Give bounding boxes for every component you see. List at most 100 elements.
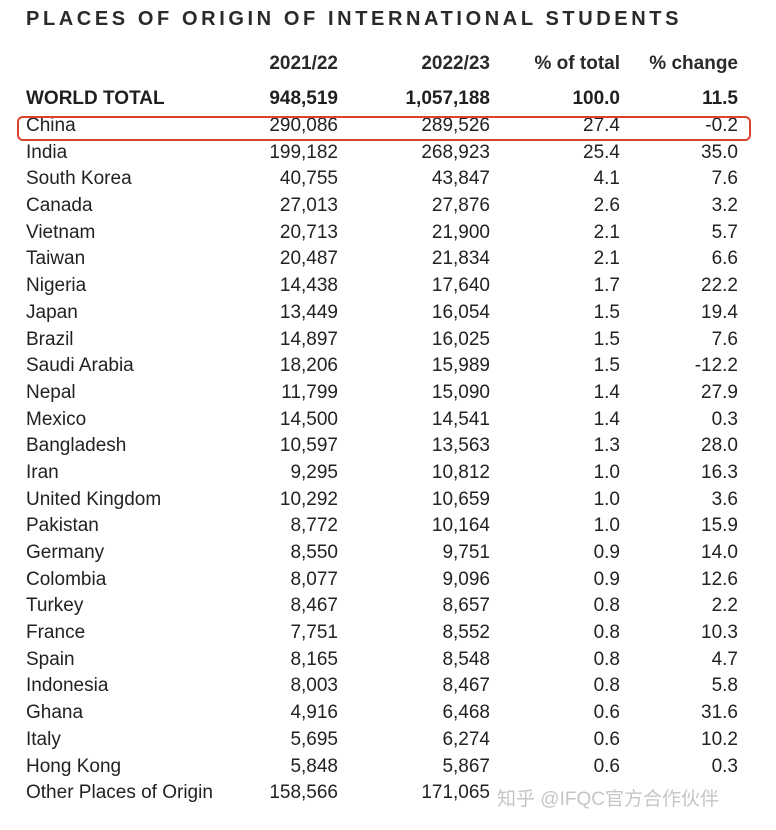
- pct-of-total: 0.8: [593, 595, 620, 617]
- value-2022-23: 8,657: [442, 595, 490, 617]
- origin-table: 2021/22 2022/23 % of total % change WORL…: [0, 50, 776, 807]
- value-2022-23: 21,834: [431, 248, 490, 270]
- country-name: Indonesia: [26, 675, 109, 697]
- value-2021-22: 8,077: [290, 568, 338, 590]
- pct-change: 2.2: [711, 595, 738, 617]
- value-2021-22: 18,206: [279, 355, 338, 377]
- header-blank: [0, 50, 234, 78]
- header-pct-total: % of total: [534, 53, 621, 74]
- pct-of-total: 0.6: [593, 755, 620, 777]
- pct-of-total: 2.1: [593, 221, 620, 243]
- table-row: Colombia 8,077 9,096 0.9 12.6: [0, 566, 776, 593]
- table-row: Nigeria 14,438 17,640 1.7 22.2: [0, 273, 776, 300]
- table-row: Japan 13,449 16,054 1.5 19.4: [0, 300, 776, 327]
- pct-change: -0.2: [705, 115, 738, 137]
- pct-change: 12.6: [701, 568, 738, 590]
- table-row: South Korea 40,755 43,847 4.1 7.6: [0, 166, 776, 193]
- total-2021-22: 948,519: [269, 88, 338, 110]
- pct-of-total: 0.6: [593, 728, 620, 750]
- pct-of-total: 1.0: [593, 488, 620, 510]
- pct-of-total: 1.7: [593, 275, 620, 297]
- pct-of-total: 0.9: [593, 542, 620, 564]
- chart-title: PLACES OF ORIGIN OF INTERNATIONAL STUDEN…: [26, 8, 683, 30]
- country-name: Italy: [26, 728, 61, 750]
- value-2022-23: 10,164: [431, 515, 490, 537]
- country-name: Mexico: [26, 408, 87, 430]
- value-2021-22: 14,897: [279, 328, 338, 350]
- value-2022-23: 171,065: [421, 782, 490, 804]
- value-2021-22: 14,438: [279, 275, 338, 297]
- value-2022-23: 16,054: [431, 301, 490, 323]
- value-2022-23: 5,867: [442, 755, 490, 777]
- value-2021-22: 7,751: [290, 622, 338, 644]
- pct-change: 7.6: [711, 328, 738, 350]
- value-2021-22: 199,182: [269, 141, 338, 163]
- value-2021-22: 10,292: [279, 488, 338, 510]
- pct-of-total: 0.8: [593, 648, 620, 670]
- table-row: India 199,182 268,923 25.4 35.0: [0, 139, 776, 166]
- pct-change: 3.2: [711, 195, 738, 217]
- table-row: Ghana 4,916 6,468 0.6 31.6: [0, 700, 776, 727]
- pct-change: 31.6: [701, 702, 738, 724]
- value-2022-23: 8,467: [442, 675, 490, 697]
- pct-change: 19.4: [701, 301, 738, 323]
- header-2022-23: 2022/23: [421, 53, 490, 74]
- country-name: Hong Kong: [26, 755, 122, 777]
- table-row: Taiwan 20,487 21,834 2.1 6.6: [0, 246, 776, 273]
- value-2022-23: 13,563: [431, 435, 490, 457]
- table-row: Italy 5,695 6,274 0.6 10.2: [0, 727, 776, 754]
- value-2021-22: 20,713: [279, 221, 338, 243]
- pct-change: -12.2: [694, 355, 738, 377]
- country-name: Saudi Arabia: [26, 355, 134, 377]
- country-name: Brazil: [26, 328, 74, 350]
- table-body: WORLD TOTAL 948,519 1,057,188 100.0 11.5…: [0, 78, 776, 807]
- value-2021-22: 40,755: [279, 168, 338, 190]
- pct-change: 10.3: [701, 622, 738, 644]
- value-2022-23: 9,751: [442, 542, 490, 564]
- pct-change: 27.9: [701, 381, 738, 403]
- pct-of-total: 0.9: [593, 568, 620, 590]
- pct-of-total: 1.5: [593, 328, 620, 350]
- value-2022-23: 15,090: [431, 381, 490, 403]
- pct-of-total: 0.8: [593, 622, 620, 644]
- value-2022-23: 8,552: [442, 622, 490, 644]
- value-2021-22: 8,003: [290, 675, 338, 697]
- table-row: Canada 27,013 27,876 2.6 3.2: [0, 193, 776, 220]
- value-2022-23: 10,659: [431, 488, 490, 510]
- header-pct-change: % change: [649, 53, 738, 74]
- country-name: France: [26, 622, 86, 644]
- value-2022-23: 8,548: [442, 648, 490, 670]
- pct-of-total: 1.4: [593, 408, 620, 430]
- table-row: Turkey 8,467 8,657 0.8 2.2: [0, 593, 776, 620]
- pct-change: 5.7: [711, 221, 738, 243]
- value-2022-23: 43,847: [431, 168, 490, 190]
- value-2022-23: 27,876: [431, 195, 490, 217]
- value-2021-22: 290,086: [269, 115, 338, 137]
- country-name: Germany: [26, 542, 105, 564]
- country-name: Pakistan: [26, 515, 99, 537]
- header-2021-22: 2021/22: [269, 53, 338, 74]
- pct-change: 0.3: [711, 408, 738, 430]
- pct-change: 15.9: [701, 515, 738, 537]
- table-row: Iran 9,295 10,812 1.0 16.3: [0, 460, 776, 487]
- watermark: 知乎 @IFQC官方合作伙伴: [497, 789, 719, 810]
- country-name: Canada: [26, 195, 93, 217]
- table-row: Hong Kong 5,848 5,867 0.6 0.3: [0, 753, 776, 780]
- pct-of-total: 1.3: [593, 435, 620, 457]
- pct-change: 5.8: [711, 675, 738, 697]
- table-row: Other Places of Origin 158,566 171,065: [0, 780, 776, 807]
- value-2021-22: 158,566: [269, 782, 338, 804]
- header-row: 2021/22 2022/23 % of total % change: [0, 50, 776, 78]
- country-name: United Kingdom: [26, 488, 162, 510]
- value-2022-23: 6,274: [442, 728, 490, 750]
- value-2021-22: 8,467: [290, 595, 338, 617]
- value-2021-22: 20,487: [279, 248, 338, 270]
- country-name: China: [26, 115, 76, 137]
- pct-change: 22.2: [701, 275, 738, 297]
- country-name: Taiwan: [26, 248, 86, 270]
- table-row: France 7,751 8,552 0.8 10.3: [0, 620, 776, 647]
- country-name: Nepal: [26, 381, 76, 403]
- table-row: Indonesia 8,003 8,467 0.8 5.8: [0, 673, 776, 700]
- value-2021-22: 9,295: [290, 461, 338, 483]
- value-2021-22: 27,013: [279, 195, 338, 217]
